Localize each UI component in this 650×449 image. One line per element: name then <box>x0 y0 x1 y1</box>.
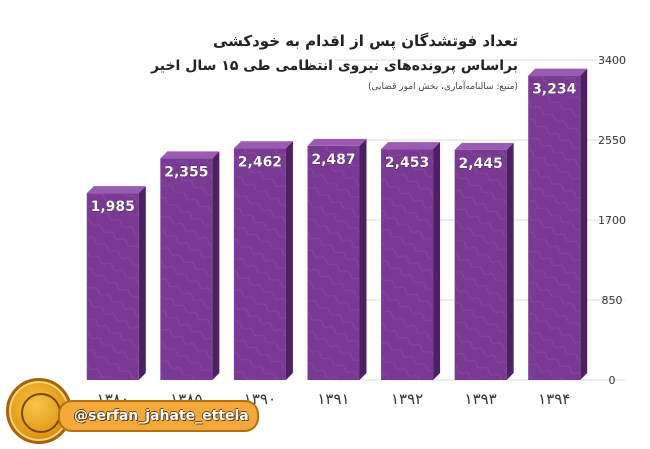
bar-value-label: 1,985 <box>91 199 135 215</box>
y-tick-label: 1700 <box>598 214 626 227</box>
x-tick-label: ۱۳۹۳ <box>465 390 497 408</box>
bar: 2,355 <box>160 151 220 380</box>
bar-texture <box>86 193 139 380</box>
bar-value-label: 2,453 <box>385 155 429 171</box>
bar-top <box>233 141 293 149</box>
y-tick-label: 0 <box>609 374 616 387</box>
chart-source-note: (منبع: سالنامه‌آماری، بخش امور قضایی) <box>368 82 518 92</box>
bar-texture <box>160 158 213 380</box>
bar-value-label: 2,487 <box>311 152 355 168</box>
bar-texture <box>307 145 360 380</box>
bar-top <box>86 186 146 194</box>
bar-side <box>506 142 514 380</box>
bar-top <box>454 142 514 150</box>
bar-top <box>381 142 441 150</box>
bar: 2,487 <box>307 138 367 380</box>
bar-side <box>433 142 441 380</box>
bar: 2,462 <box>233 141 293 380</box>
bar-texture <box>381 149 434 380</box>
bar-texture <box>233 148 286 380</box>
bar-value-label: 2,445 <box>458 156 502 172</box>
bars: 1,985 2,355 2,462 2,487 2,453 2,445 3,234 <box>86 68 588 380</box>
bar-side <box>580 68 588 380</box>
watermark: @serfan_jahate_ettela <box>6 378 274 446</box>
y-tick-label: 850 <box>602 294 623 307</box>
x-tick-label: ۱۳۹۱ <box>317 390 349 408</box>
y-tick-label: 2550 <box>598 134 626 147</box>
y-axis-ticks: 0 850 1700 2550 3400 <box>598 54 626 387</box>
bar-side <box>359 138 367 380</box>
chart-subtitle: براساس پرونده‌های نیروی انتظامی طی ۱۵ سا… <box>151 58 518 74</box>
x-tick-label: ۱۳۹۴ <box>538 390 570 408</box>
bar-side <box>138 186 146 380</box>
bar: 2,445 <box>454 142 514 380</box>
bar-side <box>285 141 293 380</box>
x-axis-categories: ۱۳۸۰ ۱۳۸۵ ۱۳۹۰ ۱۳۹۱ ۱۳۹۲ ۱۳۹۳ ۱۳۹۴ <box>97 390 571 408</box>
bar: 2,453 <box>381 142 441 380</box>
bar-value-label: 3,234 <box>532 82 577 98</box>
bar-value-label: 2,355 <box>164 164 208 180</box>
bar-texture <box>528 75 581 380</box>
y-tick-label: 3400 <box>598 54 626 67</box>
chart-title: تعداد فوتشدگان پس از اقدام به خودکشی <box>212 32 518 50</box>
bar-texture <box>454 149 507 380</box>
watermark-handle: @serfan_jahate_ettela <box>58 400 259 432</box>
bar-top <box>528 68 588 76</box>
bar-value-label: 2,462 <box>238 154 282 170</box>
bar-top <box>307 138 367 146</box>
bar: 3,234 <box>528 68 588 380</box>
x-tick-label: ۱۳۹۲ <box>391 390 423 408</box>
bar-top <box>160 151 220 159</box>
bar-side <box>212 151 220 380</box>
bar: 1,985 <box>86 186 146 380</box>
